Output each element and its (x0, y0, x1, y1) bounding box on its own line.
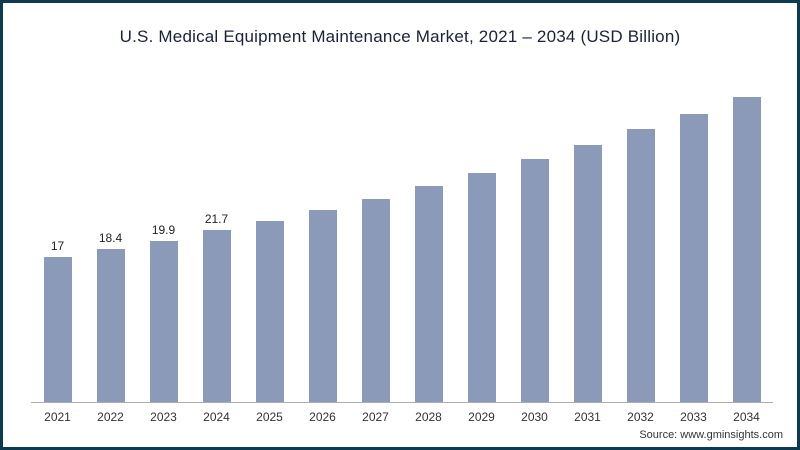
x-tick-2034: 2034 (733, 410, 760, 424)
bar-2030 (520, 159, 549, 402)
bar-column-2034 (720, 93, 773, 402)
x-tick-2033: 2033 (680, 410, 707, 424)
x-tick-2026: 2026 (309, 410, 336, 424)
bar-2033 (679, 114, 708, 402)
x-tick-2025: 2025 (256, 410, 283, 424)
x-tick-2032: 2032 (627, 410, 654, 424)
x-tick-2021: 2021 (44, 410, 71, 424)
bar-column-2023: 19.9 (137, 93, 190, 402)
bars-row: 17 18.4 19.9 21.7 (31, 93, 773, 403)
bar-value-label-2021: 17 (50, 239, 65, 253)
bar-column-2022: 18.4 (84, 93, 137, 402)
x-tick-2030: 2030 (521, 410, 548, 424)
bar-column-2033 (667, 93, 720, 402)
bar-column-2031 (561, 93, 614, 402)
bar-2031 (573, 145, 602, 402)
source-note: Source: www.gminsights.com (639, 429, 783, 441)
x-tick-2023: 2023 (150, 410, 177, 424)
bar-2028 (414, 186, 443, 402)
bar-2024 (202, 230, 231, 402)
bar-2022 (96, 249, 125, 402)
bar-2023 (149, 241, 178, 402)
bar-2021 (43, 257, 72, 402)
bar-column-2027 (349, 93, 402, 402)
bar-2026 (308, 210, 337, 402)
x-tick-2028: 2028 (415, 410, 442, 424)
chart-title: U.S. Medical Equipment Maintenance Marke… (119, 27, 681, 46)
x-tick-2029: 2029 (468, 410, 495, 424)
bar-2032 (626, 129, 655, 402)
bar-2029 (467, 173, 496, 402)
x-axis-labels: 2021 2022 2023 2024 2025 2026 2027 2028 2029 2030… (31, 410, 773, 424)
bar-column-2024: 21.7 (190, 93, 243, 402)
x-tick-2027: 2027 (362, 410, 389, 424)
bar-column-2029 (455, 93, 508, 402)
bar-value-label-2024: 21.7 (204, 212, 229, 226)
bar-column-2026 (296, 93, 349, 402)
bar-column-2021: 17 (31, 93, 84, 402)
bar-value-label-2022: 18.4 (98, 231, 123, 245)
plot-area: 17 18.4 19.9 21.7 2021 2022 2023 2024 2025 2026 2… (31, 93, 773, 424)
x-tick-2031: 2031 (574, 410, 601, 424)
bar-column-2025 (243, 93, 296, 402)
bar-2034 (732, 97, 761, 402)
x-tick-2024: 2024 (203, 410, 230, 424)
bar-column-2030 (508, 93, 561, 402)
bar-column-2032 (614, 93, 667, 402)
bar-2027 (361, 199, 390, 402)
bar-2025 (255, 221, 284, 402)
x-tick-2022: 2022 (97, 410, 124, 424)
bar-value-label-2023: 19.9 (151, 223, 176, 237)
bar-column-2028 (402, 93, 455, 402)
